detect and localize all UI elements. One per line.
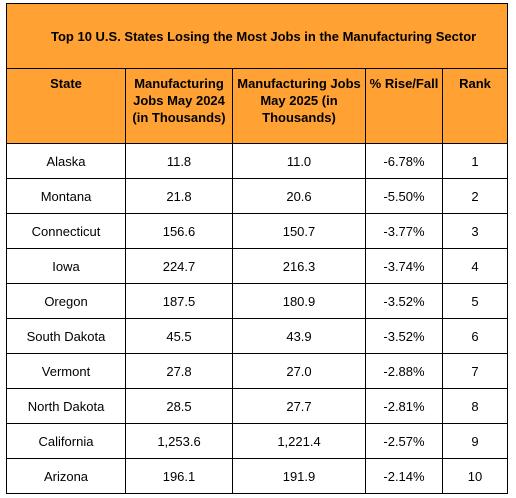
jobs-table-container: Top 10 U.S. States Losing the Most Jobs … [5, 3, 509, 494]
table-row: Arizona 196.1 191.9 -2.14% 10 [6, 458, 509, 494]
rank-cell: 3 [441, 213, 509, 249]
may-2024-cell: 224.7 [125, 248, 233, 284]
state-cell: Montana [6, 178, 126, 214]
may-2025-cell: 216.3 [232, 248, 366, 284]
rank-cell: 8 [441, 388, 509, 424]
state-cell: Iowa [6, 248, 126, 284]
table-row: Alaska 11.8 11.0 -6.78% 1 [6, 143, 509, 179]
manufacturing-jobs-table: Top 10 U.S. States Losing the Most Jobs … [5, 3, 509, 494]
rank-cell: 2 [441, 178, 509, 214]
pct-change-cell: -5.50% [365, 178, 443, 214]
pct-change-cell: -3.77% [365, 213, 443, 249]
may-2024-cell: 21.8 [125, 178, 233, 214]
pct-change-cell: -2.81% [365, 388, 443, 424]
may-2024-cell: 156.6 [125, 213, 233, 249]
rank-cell: 10 [441, 458, 509, 494]
may-2024-cell: 27.8 [125, 353, 233, 389]
may-2025-cell: 43.9 [232, 318, 366, 354]
rank-cell: 7 [441, 353, 509, 389]
table-row: Oregon 187.5 180.9 -3.52% 5 [6, 283, 509, 319]
pct-change-cell: -2.57% [365, 423, 443, 459]
may-2024-cell: 28.5 [125, 388, 233, 424]
column-header-may-2024: Manufacturing Jobs May 2024 (in Thousand… [125, 68, 233, 144]
column-header-state: State [6, 68, 126, 144]
pct-change-cell: -3.52% [365, 283, 443, 319]
pct-change-cell: -2.14% [365, 458, 443, 494]
table-row: North Dakota 28.5 27.7 -2.81% 8 [6, 388, 509, 424]
may-2024-cell: 1,253.6 [125, 423, 233, 459]
may-2024-cell: 45.5 [125, 318, 233, 354]
column-header-may-2025: Manufacturing Jobs May 2025 (in Thousand… [232, 68, 366, 144]
table-row: South Dakota 45.5 43.9 -3.52% 6 [6, 318, 509, 354]
state-cell: California [6, 423, 126, 459]
may-2025-cell: 180.9 [232, 283, 366, 319]
may-2024-cell: 196.1 [125, 458, 233, 494]
state-cell: Vermont [6, 353, 126, 389]
rank-cell: 1 [441, 143, 509, 179]
may-2025-cell: 1,221.4 [232, 423, 366, 459]
pct-change-cell: -3.74% [365, 248, 443, 284]
state-cell: Connecticut [6, 213, 126, 249]
table-row: Iowa 224.7 216.3 -3.74% 4 [6, 248, 509, 284]
rank-cell: 5 [441, 283, 509, 319]
may-2025-cell: 27.7 [232, 388, 366, 424]
pct-change-cell: -2.88% [365, 353, 443, 389]
state-cell: Oregon [6, 283, 126, 319]
column-header-rank: Rank [441, 68, 509, 144]
table-body: Alaska 11.8 11.0 -6.78% 1 Montana 21.8 20.6 -5.5… [6, 143, 509, 494]
may-2024-cell: 187.5 [125, 283, 233, 319]
table-row: Connecticut 156.6 150.7 -3.77% 3 [6, 213, 509, 249]
rank-cell: 6 [441, 318, 509, 354]
column-header-pct-change: % Rise/Fall [365, 68, 443, 144]
may-2024-cell: 11.8 [125, 143, 233, 179]
may-2025-cell: 191.9 [232, 458, 366, 494]
rank-cell: 9 [441, 423, 509, 459]
state-cell: Arizona [6, 458, 126, 494]
state-cell: North Dakota [6, 388, 126, 424]
table-row: Montana 21.8 20.6 -5.50% 2 [6, 178, 509, 214]
state-cell: Alaska [6, 143, 126, 179]
may-2025-cell: 11.0 [232, 143, 366, 179]
pct-change-cell: -3.52% [365, 318, 443, 354]
rank-cell: 4 [441, 248, 509, 284]
table-row: California 1,253.6 1,221.4 -2.57% 9 [6, 423, 509, 459]
pct-change-cell: -6.78% [365, 143, 443, 179]
may-2025-cell: 150.7 [232, 213, 366, 249]
table-title: Top 10 U.S. States Losing the Most Jobs … [5, 3, 509, 69]
may-2025-cell: 20.6 [232, 178, 366, 214]
table-row: Vermont 27.8 27.0 -2.88% 7 [6, 353, 509, 389]
state-cell: South Dakota [6, 318, 126, 354]
may-2025-cell: 27.0 [232, 353, 366, 389]
